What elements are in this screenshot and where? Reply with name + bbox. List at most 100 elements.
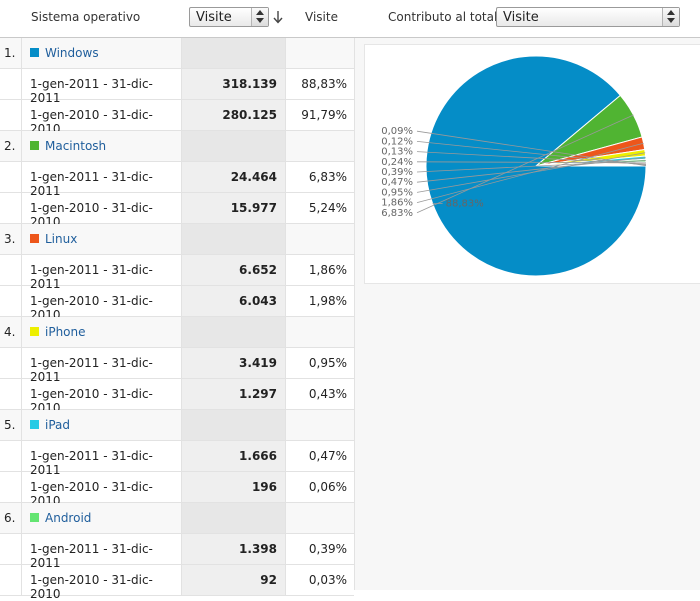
os-name-link[interactable]: Windows (45, 46, 99, 60)
row-index (0, 100, 22, 130)
pie-label-connector (416, 157, 646, 183)
row-index: 2. (0, 131, 22, 161)
metric-select[interactable]: Visite (189, 7, 269, 27)
date-range: 1-gen-2010 - 31-dic-2010 (22, 379, 182, 415)
os-name-link[interactable]: iPad (45, 418, 71, 432)
percent-value: 5,24% (308, 201, 347, 215)
os-group-row: 2. Macintosh (0, 131, 354, 162)
date-range-row: 1-gen-2011 - 31-dic-2011 1.666 0,47% (0, 441, 354, 477)
row-index (0, 441, 22, 471)
date-range-row: 1-gen-2010 - 31-dic-2010 92 0,03% (0, 565, 354, 601)
os-color-swatch (30, 420, 39, 429)
date-range-row: 1-gen-2011 - 31-dic-2011 1.398 0,39% (0, 534, 354, 570)
select-spinner-icon (251, 8, 268, 26)
pie-data-label: 0,13% (381, 147, 413, 158)
visits-value: 1.666 (182, 441, 286, 471)
os-name-cell: Macintosh (22, 131, 182, 161)
percent-value: 0,95% (308, 356, 347, 370)
pie-data-label: 1,86% (381, 198, 413, 209)
pie-data-label: 88,83% (446, 199, 484, 210)
visits-value: 196 (182, 472, 286, 502)
os-color-swatch (30, 141, 39, 150)
os-color-swatch (30, 327, 39, 336)
os-group-row: 5. iPad (0, 410, 354, 441)
os-name-cell: Linux (22, 224, 182, 254)
visits-cell (182, 317, 286, 347)
row-index: 6. (0, 503, 22, 533)
percent-value: 0,47% (308, 449, 347, 463)
date-range: 1-gen-2010 - 31-dic-2010 (22, 286, 182, 322)
percent-cell (286, 38, 354, 68)
pie-chart-panel: 88,83% 0,09% 0,12% 0,13% 0,24% 0,39% 0,47% 0,95… (354, 38, 700, 590)
pie-label-connector (416, 142, 644, 203)
row-index (0, 162, 22, 192)
percent-value: 6,83% (308, 170, 347, 184)
os-name-link[interactable]: Macintosh (45, 139, 107, 153)
pie-chart: 88,83% 0,09%0,12%0,13%0,24%0,39%0,47%0,95… (381, 55, 647, 277)
os-color-swatch (30, 234, 39, 243)
os-name-link[interactable]: Linux (45, 232, 78, 246)
row-index (0, 565, 22, 595)
visits-value: 92 (182, 565, 286, 595)
date-range: 1-gen-2011 - 31-dic-2011 (22, 69, 182, 105)
percent-value: 0,06% (308, 480, 347, 494)
pie-data-label: 0,09% (381, 126, 413, 137)
pie-data-label: 0,39% (381, 167, 413, 178)
row-index (0, 286, 22, 316)
visits-value: 6.043 (182, 286, 286, 316)
date-range-row: 1-gen-2010 - 31-dic-2010 1.297 0,43% (0, 379, 354, 415)
visits-cell (182, 38, 286, 68)
percent-cell (286, 131, 354, 161)
os-name-cell: Android (22, 503, 182, 533)
os-color-swatch (30, 513, 39, 522)
row-index: 1. (0, 38, 22, 68)
date-range: 1-gen-2010 - 31-dic-2010 (22, 100, 182, 136)
pie-label-connector (416, 130, 647, 167)
row-index: 4. (0, 317, 22, 347)
date-range: 1-gen-2011 - 31-dic-2011 (22, 162, 182, 198)
date-range: 1-gen-2011 - 31-dic-2011 (22, 534, 182, 570)
os-column-header: Sistema operativo (31, 10, 141, 24)
percent-cell (286, 224, 354, 254)
contribution-label: Contributo al totale: (388, 10, 509, 24)
percent-value: 1,98% (308, 294, 347, 308)
visits-value: 1.297 (182, 379, 286, 409)
row-index (0, 534, 22, 564)
date-range: 1-gen-2011 - 31-dic-2011 (22, 255, 182, 291)
pie-data-label: 0,12% (381, 136, 413, 147)
contribution-select[interactable]: Visite (496, 7, 680, 27)
percent-cell (286, 503, 354, 533)
visits-value: 24.464 (182, 162, 286, 192)
date-range: 1-gen-2011 - 31-dic-2011 (22, 348, 182, 384)
os-visits-table: 1. Windows 1-gen-2011 - 31-dic-2011 318.139… (0, 38, 354, 601)
percent-value: 0,03% (308, 573, 347, 587)
visits-cell (182, 131, 286, 161)
pie-data-label: 0,95% (381, 187, 413, 198)
pie-chart-frame: 88,83% 0,09% 0,12% 0,13% 0,24% 0,39% 0,47% 0,95… (364, 44, 700, 284)
row-index: 3. (0, 224, 22, 254)
visits-cell (182, 224, 286, 254)
date-range: 1-gen-2010 - 31-dic-2010 (22, 472, 182, 508)
os-name-link[interactable]: Android (45, 511, 92, 525)
select-spinner-icon (662, 8, 679, 26)
date-range-row: 1-gen-2010 - 31-dic-2010 6.043 1,98% (0, 286, 354, 322)
row-index (0, 379, 22, 409)
visits-value: 1.398 (182, 534, 286, 564)
date-range-row: 1-gen-2010 - 31-dic-2010 15.977 5,24% (0, 193, 354, 229)
row-index (0, 193, 22, 223)
os-name-cell: iPad (22, 410, 182, 440)
row-index: 5. (0, 410, 22, 440)
pie-label-connector (416, 114, 634, 214)
os-name-link[interactable]: iPhone (45, 325, 86, 339)
visits-value: 280.125 (182, 100, 286, 130)
os-group-row: 6. Android (0, 503, 354, 534)
visits-value: 3.419 (182, 348, 286, 378)
visits-value: 6.652 (182, 255, 286, 285)
os-name-cell: iPhone (22, 317, 182, 347)
date-range-row: 1-gen-2011 - 31-dic-2011 24.464 6,83% (0, 162, 354, 198)
pie-data-label: 6,83% (381, 208, 413, 219)
sort-descending-icon[interactable] (272, 9, 284, 25)
os-color-swatch (30, 48, 39, 57)
percent-value: 0,39% (308, 542, 347, 556)
contribution-select-value: Visite (503, 10, 539, 25)
